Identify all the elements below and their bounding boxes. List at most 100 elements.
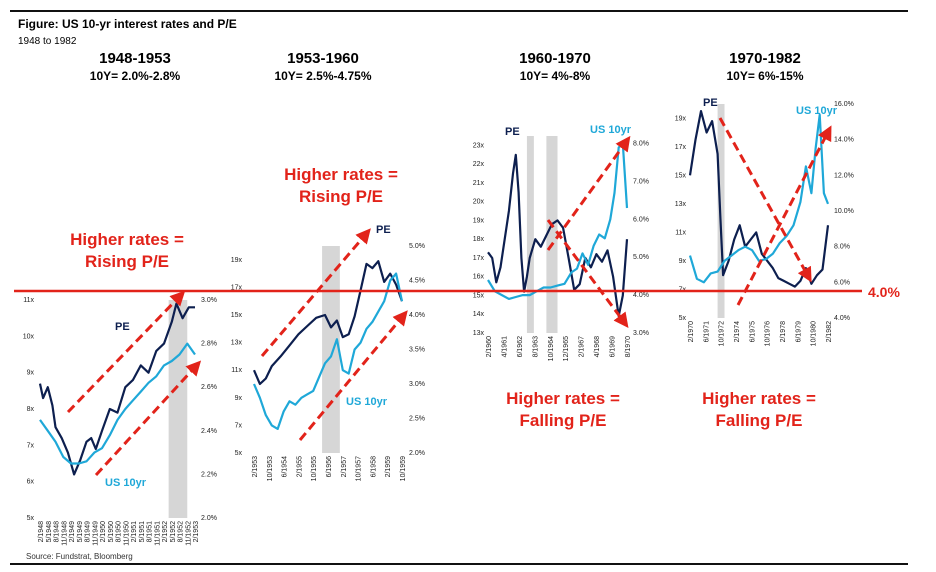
x-tick-label: 5/1948: [46, 521, 53, 543]
x-tick-label: 10/1980: [811, 321, 818, 346]
left-tick-label: 11x: [23, 297, 34, 304]
x-tick-label: 8/1963: [532, 336, 539, 358]
x-tick-label: 2/1978: [780, 321, 787, 343]
x-tick-label: 2/1960: [486, 336, 493, 358]
period-header-4: 1970-1982 10Y= 6%-15%: [700, 50, 830, 83]
x-tick-label: 2/1957: [341, 456, 348, 478]
trend-arrow: [94, 360, 202, 477]
annotation-3: Higher rates = Falling P/E: [488, 388, 638, 432]
chart-panel-3: [487, 135, 631, 333]
left-tick-label: 23x: [473, 142, 485, 149]
x-tick-label: 4/1968: [594, 336, 601, 358]
left-tick-label: 19x: [675, 115, 687, 122]
x-tick-label: 2/1949: [69, 521, 76, 543]
x-tick-label: 2/1953: [252, 456, 259, 478]
right-tick-label: 4.0%: [409, 312, 425, 319]
x-tick-label: 2/1955: [296, 456, 303, 478]
pe-series-label: PE: [115, 321, 130, 333]
chart-panel-2: [252, 228, 408, 453]
right-tick-label: 2.4%: [201, 428, 217, 435]
us10yr-series-label: US 10yr: [346, 396, 388, 408]
x-tick-label: 6/1975: [749, 321, 756, 343]
us10yr-line: [487, 142, 629, 300]
top-rule: [10, 10, 908, 12]
left-tick-label: 19x: [473, 217, 485, 224]
period-title: 1948-1953: [99, 50, 171, 67]
trend-arrow: [66, 290, 186, 414]
x-tick-label: 11/1949: [92, 521, 99, 546]
x-tick-label: 2/1950: [100, 521, 107, 543]
left-tick-label: 13x: [231, 340, 243, 347]
period-title: 1953-1960: [287, 50, 359, 67]
right-tick-label: 5.0%: [633, 254, 649, 261]
period-title: 1960-1970: [519, 50, 591, 67]
left-tick-label: 19x: [231, 257, 243, 264]
right-tick-label: 10.0%: [834, 208, 854, 215]
x-tick-label: 2/1948: [38, 521, 45, 543]
x-tick-label: 5/1950: [108, 521, 115, 543]
recession-shade: [322, 246, 340, 453]
left-tick-label: 15x: [473, 292, 485, 299]
recession-shade: [168, 300, 188, 518]
bottom-rule: [10, 563, 908, 565]
pe-line: [252, 260, 404, 386]
right-tick-label: 4.5%: [409, 278, 425, 285]
left-tick-label: 5x: [235, 450, 243, 457]
right-tick-label: 2.0%: [201, 515, 217, 522]
right-tick-label: 3.0%: [409, 381, 425, 388]
x-tick-label: 2/1951: [131, 521, 138, 543]
recession-shade: [546, 136, 558, 333]
left-tick-label: 15x: [231, 312, 243, 319]
x-tick-label: 2/1982: [826, 321, 833, 343]
us10yr-series-label: US 10yr: [796, 105, 838, 117]
right-tick-label: 5.0%: [409, 243, 425, 250]
right-tick-label: 6.0%: [633, 216, 649, 223]
x-tick-label: 6/1979: [795, 321, 802, 343]
right-tick-label: 7.0%: [633, 178, 649, 185]
annotation-line1: Higher rates =: [506, 389, 620, 408]
left-tick-label: 13x: [473, 330, 485, 337]
annotation-line1: Higher rates =: [284, 165, 398, 184]
x-tick-label: 10/1972: [719, 321, 726, 346]
left-tick-label: 7x: [235, 422, 243, 429]
x-tick-label: 12/1965: [563, 336, 570, 361]
us10yr-line: [252, 272, 404, 430]
us10yr-line: [39, 342, 196, 465]
annotation-line2: Rising P/E: [298, 187, 384, 206]
right-tick-label: 3.0%: [201, 297, 217, 304]
x-tick-label: 6/1969: [610, 336, 617, 358]
right-tick-label: 2.6%: [201, 384, 217, 391]
right-tick-label: 8.0%: [633, 141, 649, 148]
x-tick-label: 8/1951: [147, 521, 154, 543]
annotation-4: Higher rates = Falling P/E: [684, 388, 834, 432]
reference-line-label: 4.0%: [868, 284, 900, 300]
left-tick-label: 9x: [679, 258, 687, 265]
x-tick-label: 11/1950: [123, 521, 130, 546]
x-tick-label: 6/1962: [517, 336, 524, 358]
left-tick-label: 8x: [27, 406, 35, 413]
trend-arrow: [718, 117, 812, 283]
annotation-2: Higher rates = Rising P/E: [266, 164, 416, 208]
pe-line: [487, 153, 629, 318]
pe-line: [38, 302, 195, 476]
right-tick-label: 3.0%: [633, 330, 649, 337]
x-tick-label: 6/1971: [703, 321, 710, 343]
right-tick-label: 2.0%: [409, 450, 425, 457]
x-tick-label: 2/1959: [385, 456, 392, 478]
x-tick-label: 10/1955: [311, 456, 318, 481]
x-tick-label: 5/1949: [77, 521, 84, 543]
right-tick-label: 4.0%: [633, 292, 649, 299]
period-range: 10Y= 2.5%-4.75%: [274, 69, 372, 83]
x-tick-label: 10/1959: [400, 456, 407, 481]
right-tick-label: 6.0%: [834, 279, 850, 286]
x-tick-label: 5/1951: [139, 521, 146, 543]
pe-series-label: PE: [703, 97, 718, 109]
left-tick-label: 18x: [473, 236, 485, 243]
x-tick-label: 2/1974: [734, 321, 741, 343]
us10yr-line: [688, 113, 830, 284]
x-tick-label: 4/1961: [501, 336, 508, 358]
left-tick-label: 14x: [473, 311, 485, 318]
right-tick-label: 3.5%: [409, 347, 425, 354]
x-tick-label: 6/1956: [326, 456, 333, 478]
